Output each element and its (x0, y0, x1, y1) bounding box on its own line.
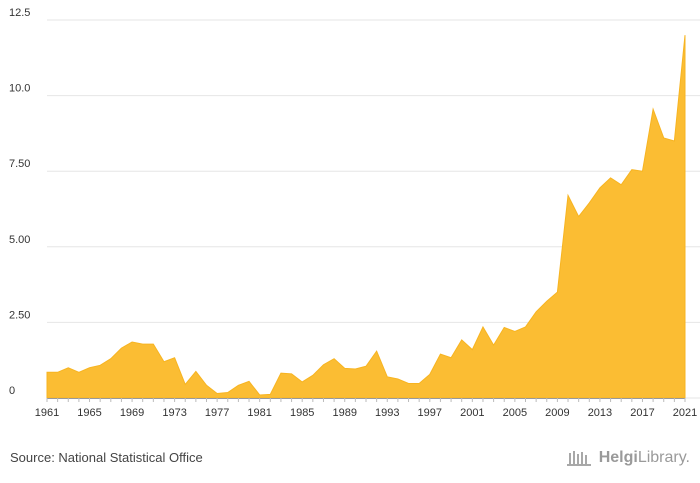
x-tick-label: 1969 (120, 407, 144, 419)
x-tick-label: 2013 (588, 407, 612, 419)
x-tick-label: 1993 (375, 407, 399, 419)
x-tick-label: 2017 (630, 407, 654, 419)
x-tick-label: 2001 (460, 407, 484, 419)
x-tick-label: 2009 (545, 407, 569, 419)
y-axis: 0 2.50 5.00 7.50 10.0 12.5 (9, 7, 30, 397)
x-tick-label: 2021 (673, 407, 697, 419)
brand-name-light: Library. (637, 449, 690, 466)
x-tick-label: 1973 (162, 407, 186, 419)
source-note: Source: National Statistical Office (10, 450, 203, 465)
x-tick-label: 1961 (35, 407, 59, 419)
x-tick-label: 1989 (332, 407, 356, 419)
y-tick-label: 0 (9, 385, 15, 397)
y-tick-label: 5.00 (9, 234, 30, 246)
x-tick-label: 1985 (290, 407, 314, 419)
area-series (46, 35, 686, 399)
brand-name-bold: Helgi (598, 449, 638, 466)
y-tick-label: 12.5 (9, 7, 30, 19)
y-tick-label: 10.0 (9, 83, 30, 95)
x-tick-label: 1997 (418, 407, 442, 419)
x-tick-label: 1981 (247, 407, 271, 419)
chart-footer: Source: National Statistical Office Helg… (0, 440, 700, 483)
x-tick-label: 1965 (77, 407, 101, 419)
x-tick-label: 2005 (503, 407, 527, 419)
x-axis: 1961 1965 1969 1973 1977 1981 1985 1989 1993 1997… (35, 398, 697, 419)
area-fill (46, 35, 686, 399)
library-icon (566, 451, 591, 466)
area-chart: 1961 1965 1969 1973 1977 1981 1985 1989 1993 1997… (9, 7, 700, 419)
y-tick-label: 7.50 (9, 158, 30, 170)
brand-logo: HelgiLibrary. (566, 446, 690, 470)
y-tick-label: 2.50 (9, 309, 30, 321)
x-tick-label: 1977 (205, 407, 229, 419)
